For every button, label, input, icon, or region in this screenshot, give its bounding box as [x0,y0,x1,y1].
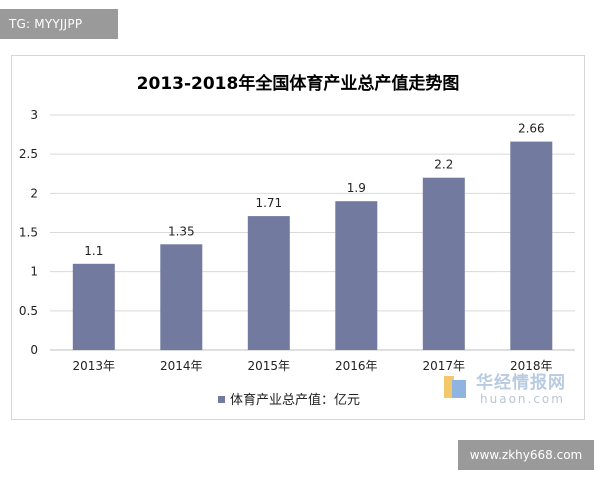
watermark-title: 华经情报网 [476,373,566,393]
y-tick-label: 0 [30,343,38,357]
y-tick-label: 0.5 [19,304,38,318]
legend-swatch [218,396,225,403]
data-label: 1.9 [347,181,366,195]
x-tick-label: 2018年 [510,359,553,373]
bar [247,216,290,350]
bar [510,141,553,350]
y-tick-label: 3 [30,108,38,122]
chart-frame [11,55,585,420]
data-label: 1.35 [168,224,195,238]
x-tick-layer: 2013年 2014年 2015年 2016年 2017年 2018年 [73,359,553,373]
x-tick-label: 2013年 [73,359,116,373]
bar [422,177,465,350]
y-tick-label: 2 [30,186,38,200]
data-label-layer: 1.1 1.35 1.71 1.9 2.2 2.66 [84,122,544,258]
grid-layer [50,114,575,351]
legend: 体育产业总产值：亿元 [218,392,360,408]
y-tick-label: 2.5 [19,147,38,161]
data-label: 2.66 [518,122,545,136]
x-tick-label: 2016年 [335,359,378,373]
x-tick-label: 2017年 [423,359,466,373]
x-tick-label: 2015年 [248,359,291,373]
watermark-logo-icon [444,376,466,398]
bar [72,263,115,350]
watermark: 华经情报网 huaon.com [442,366,582,414]
data-label: 1.1 [84,244,103,258]
legend-label: 体育产业总产值：亿元 [230,392,360,408]
bottom-tag: www.zkhy668.com [458,440,594,470]
bar [335,201,378,350]
watermark-subtitle: huaon.com [480,392,565,406]
y-tick-layer: 0 0.5 1 1.5 2 2.5 3 [19,108,38,357]
top-tag: TG: MYYJJPP [0,9,118,39]
y-tick-label: 1.5 [19,226,38,240]
data-label: 2.2 [434,158,453,172]
bar [160,244,203,351]
bar-layer [72,141,553,351]
x-tick-label: 2014年 [160,359,203,373]
data-label: 1.71 [255,196,282,210]
y-tick-label: 1 [30,265,38,279]
chart-title: 2013-2018年全国体育产业总产值走势图 [137,73,460,94]
